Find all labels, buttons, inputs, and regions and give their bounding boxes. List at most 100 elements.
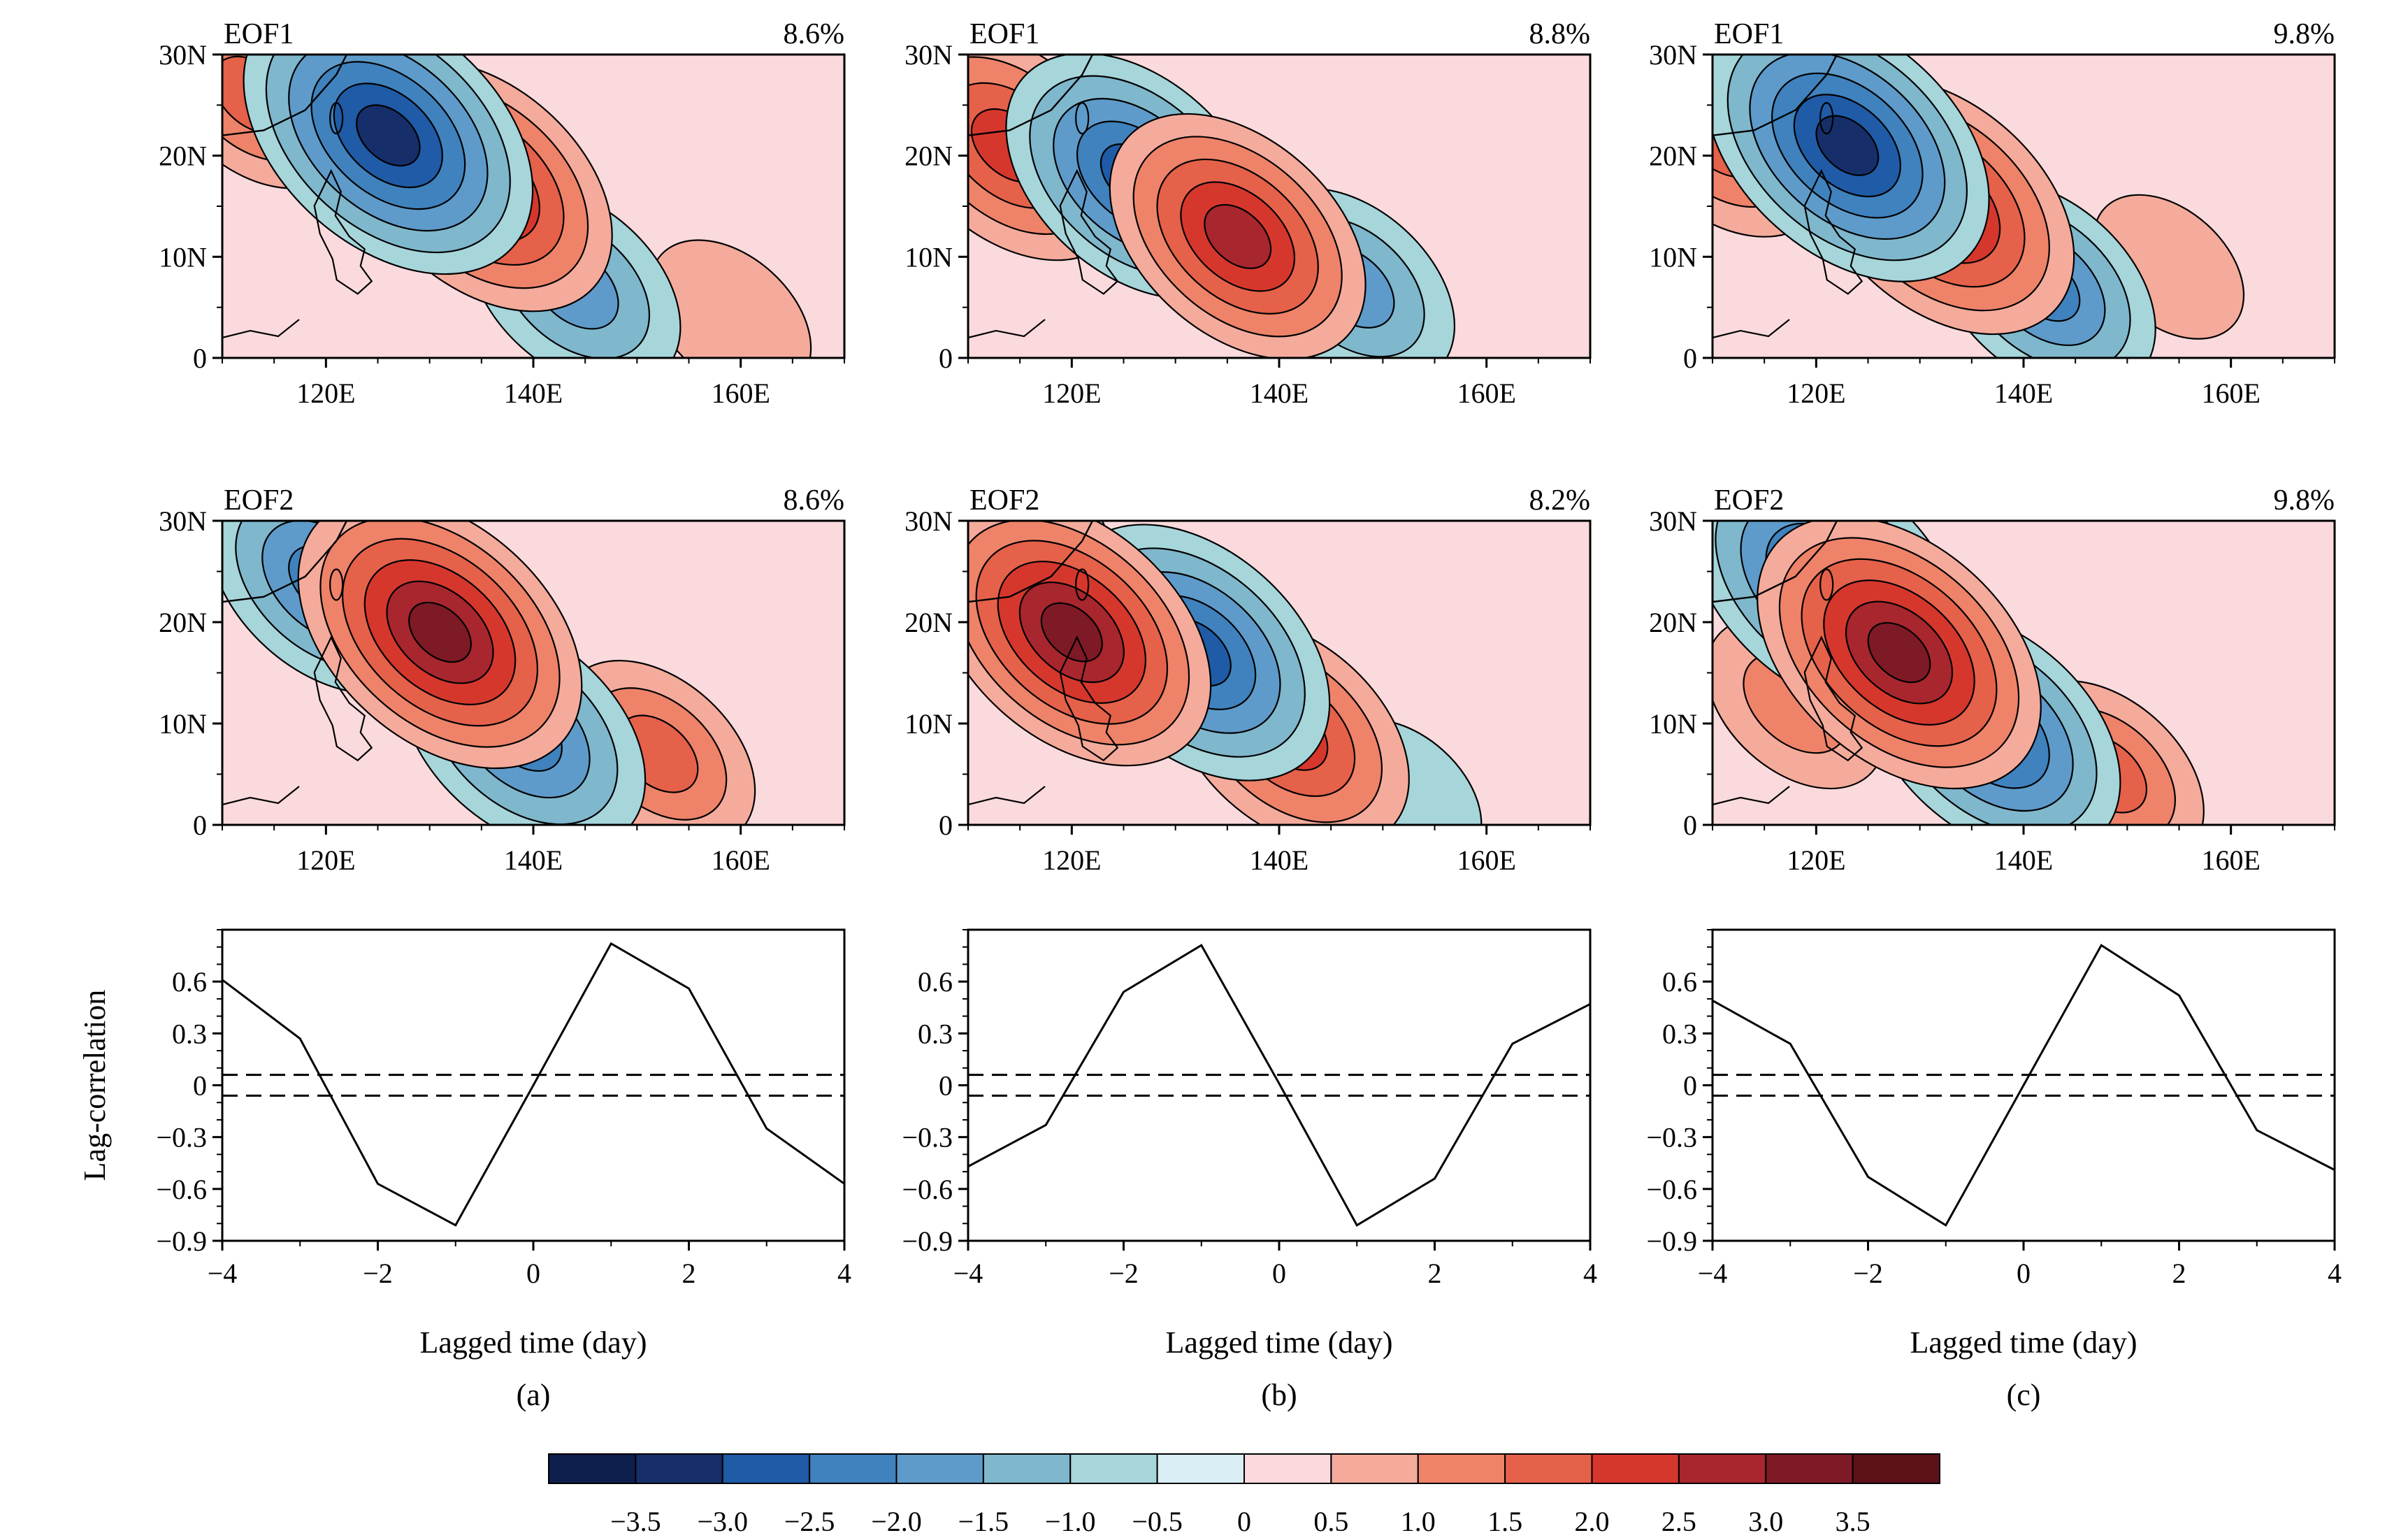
y-tick-label: 10N: [159, 241, 207, 273]
explained-variance: 9.8%: [2274, 484, 2335, 517]
philippines-outline: [313, 635, 373, 762]
y-tick-label: 0: [939, 1070, 953, 1102]
y-tick-label: 20N: [159, 141, 207, 172]
colorbar-swatch: [1156, 1453, 1245, 1484]
y-tick-label: 0.3: [1662, 1018, 1697, 1049]
colorbar-tick-label: −0.5: [1132, 1506, 1183, 1533]
colorbar-tick-label: −1.0: [1045, 1506, 1096, 1533]
lag-correlation-line: [222, 942, 845, 1227]
colorbar-swatch: [809, 1453, 897, 1484]
colorbar-swatch: [895, 1453, 984, 1484]
taiwan-outline: [329, 102, 344, 135]
x-tick-label: −2: [363, 1258, 393, 1289]
lag-correlation-plot: 0.6 0.3 0 −0.3 −0.6 −0.9−4 −2 0 2 4 Lagged time (d…: [902, 928, 1597, 1412]
x-tick-label: 160E: [1457, 844, 1515, 876]
y-tick-label: 0.6: [1662, 966, 1697, 998]
taiwan-outline: [1819, 102, 1834, 135]
y-tick-label: 10N: [1649, 241, 1697, 273]
eof2-map: 30N 20N 10N 0 120E 140E 160E EOF2 9.8%: [1649, 484, 2336, 876]
y-tick-label: 0: [1683, 1070, 1697, 1102]
colorbar-tick-label: 0.5: [1313, 1506, 1348, 1533]
panel-label: (a): [517, 1378, 551, 1412]
y-tick-label: 0.3: [172, 1018, 207, 1049]
panels: 30N 20N 10N 0 120E 140E 160E EOF1 8.6% 30N 20N 10N 0…: [78, 18, 2342, 1412]
x-tick-label: 0: [526, 1258, 540, 1289]
y-tick-label: 0: [1683, 343, 1697, 374]
explained-variance: 8.6%: [784, 18, 845, 50]
colorbar-tick-label: −3.0: [697, 1506, 748, 1533]
x-axis-label: Lagged time (day): [420, 1325, 647, 1360]
explained-variance: 8.6%: [784, 484, 845, 517]
colorbar-swatch: [1765, 1453, 1854, 1484]
y-tick-label: 30N: [904, 39, 953, 71]
y-tick-label: 20N: [904, 141, 953, 172]
coastline: [1713, 521, 1838, 603]
x-tick-label: 120E: [1042, 844, 1101, 876]
x-tick-label: 140E: [1994, 844, 2053, 876]
y-tick-label: 0.6: [172, 966, 207, 998]
eof2-map: 30N 20N 10N 0 120E 140E 160E EOF2 8.6%: [159, 484, 846, 876]
positive-anomaly: [649, 239, 812, 358]
contour-band: [408, 601, 472, 663]
x-tick-label: 160E: [2201, 844, 2260, 876]
colorbar-swatch: [635, 1453, 723, 1484]
x-tick-label: −2: [1853, 1258, 1883, 1289]
philippines-outline: [1059, 168, 1119, 295]
colorbar-swatch: [1417, 1453, 1506, 1484]
coastline: [968, 55, 1094, 136]
colorbar-swatch: [1591, 1453, 1680, 1484]
x-tick-label: 140E: [1250, 377, 1308, 409]
colorbar-tick-label: −2.5: [784, 1506, 835, 1533]
colorbar: −3.5 −3.0 −2.5 −2.0 −1.5 −1.0 −0.5 0 0.5 1.0 1.5 2.…: [548, 1453, 1940, 1533]
borneo-outline: [1713, 786, 1790, 806]
coastline: [1713, 55, 1838, 136]
x-tick-label: 120E: [296, 844, 355, 876]
lag-correlation-plot: 0.6 0.3 0 −0.3 −0.6 −0.9−4 −2 0 2 4 Lagged time (d…: [1646, 928, 2342, 1412]
y-tick-label: 10N: [1649, 708, 1697, 740]
y-tick-label: 30N: [159, 505, 207, 537]
x-tick-label: 140E: [1250, 844, 1308, 876]
negative-anomaly: [243, 55, 534, 275]
colorbar-tick-label: −3.5: [610, 1506, 661, 1533]
colorbar-tick-label: 0: [1237, 1506, 1251, 1533]
x-axis-label: Lagged time (day): [1910, 1325, 2137, 1360]
colorbar-tick-label: 1.5: [1487, 1506, 1522, 1533]
x-tick-label: 120E: [1787, 844, 1845, 876]
panel-1: 30N 20N 10N 0 120E 140E 160E EOF1 8.6% 30N 20N 10N 0…: [156, 18, 851, 1412]
y-tick-label: −0.9: [156, 1225, 207, 1257]
x-tick-label: −4: [1698, 1258, 1728, 1289]
y-tick-label: 0: [939, 343, 953, 374]
eof2-map: 30N 20N 10N 0 120E 140E 160E EOF2 8.2%: [904, 484, 1592, 876]
x-axis-label: Lagged time (day): [1166, 1325, 1393, 1360]
x-tick-label: 2: [1428, 1258, 1442, 1289]
coastline: [222, 55, 348, 136]
y-tick-label: −0.3: [902, 1122, 953, 1153]
taiwan-outline: [1075, 102, 1090, 135]
x-tick-label: 120E: [1042, 377, 1101, 409]
y-tick-label: 0.6: [918, 966, 953, 998]
x-tick-label: 0: [1272, 1258, 1286, 1289]
y-tick-label: 30N: [1649, 39, 1697, 71]
panel-label: (c): [2007, 1378, 2041, 1412]
x-tick-label: −4: [953, 1258, 983, 1289]
x-tick-label: 0: [2017, 1258, 2031, 1289]
y-tick-label: 0: [1683, 809, 1697, 841]
eof-title: EOF2: [1714, 484, 1784, 517]
map-field: [222, 521, 844, 825]
y-tick-label: 30N: [159, 39, 207, 71]
x-tick-label: 160E: [711, 844, 770, 876]
colorbar-swatch: [721, 1453, 811, 1484]
y-tick-label: 20N: [1649, 141, 1697, 172]
y-tick-label: 20N: [904, 607, 953, 638]
panel-label: (b): [1261, 1378, 1297, 1412]
taiwan-outline: [1819, 568, 1834, 601]
map-field: [222, 55, 844, 358]
eof-title: EOF2: [969, 484, 1039, 517]
positive-anomaly: [297, 521, 583, 770]
y-tick-label: 20N: [1649, 607, 1697, 638]
x-tick-label: 120E: [1787, 377, 1845, 409]
y-tick-label: 0: [939, 809, 953, 841]
positive-anomaly: [1757, 521, 2042, 790]
y-tick-label: −0.9: [1646, 1225, 1697, 1257]
